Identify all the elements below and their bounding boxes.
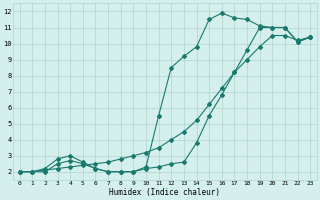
X-axis label: Humidex (Indice chaleur): Humidex (Indice chaleur) [109, 188, 220, 197]
